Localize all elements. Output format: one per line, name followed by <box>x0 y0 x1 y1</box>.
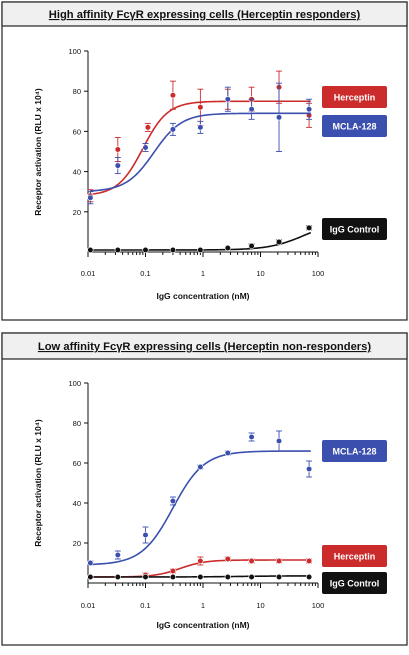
x-tick-label: 1 <box>201 601 205 610</box>
data-point <box>144 124 151 131</box>
series-label-pill <box>322 115 387 137</box>
series-label-pill <box>322 86 387 108</box>
data-point <box>305 557 313 565</box>
y-tick-label: 80 <box>73 419 81 428</box>
series-label: MCLA-128 <box>332 447 376 457</box>
series-igg-control: IgG Control <box>87 572 387 594</box>
data-point <box>197 124 204 131</box>
data-point <box>169 497 177 505</box>
data-point <box>87 194 94 201</box>
series-label-pill <box>322 545 387 567</box>
series-label-pill <box>322 572 387 594</box>
data-point <box>275 573 283 581</box>
x-tick-label: 1 <box>201 269 205 278</box>
data-point <box>197 573 204 581</box>
x-tick-label: 10 <box>256 269 264 278</box>
data-point <box>197 246 204 254</box>
data-point <box>275 437 283 445</box>
y-axis-label: Receptor activation (RLU x 10⁴) <box>33 419 43 547</box>
data-point <box>114 146 121 153</box>
data-point <box>224 449 231 457</box>
data-point <box>142 246 149 254</box>
x-axis-label: IgG concentration (nM) <box>156 291 249 301</box>
data-point <box>224 555 231 563</box>
data-point <box>248 242 255 250</box>
data-point <box>142 531 149 539</box>
data-point <box>305 465 313 473</box>
series-label: MCLA-128 <box>332 122 376 132</box>
x-tick-label: 0.01 <box>81 601 96 610</box>
y-tick-label: 80 <box>73 87 81 96</box>
data-point <box>224 573 231 581</box>
x-axis-label: IgG concentration (nM) <box>156 620 249 630</box>
panel-frame <box>1 1 408 321</box>
series-label: IgG Control <box>330 579 380 589</box>
data-point <box>224 96 231 103</box>
y-tick-label: 100 <box>68 379 81 388</box>
x-tick-label: 0.01 <box>81 269 96 278</box>
data-point <box>169 92 177 99</box>
x-tick-label: 0.1 <box>140 269 150 278</box>
panel-frame <box>1 332 408 646</box>
data-point <box>197 104 204 111</box>
x-tick-label: 10 <box>256 601 264 610</box>
data-point <box>87 559 94 567</box>
panel-title-bar <box>1 1 408 27</box>
data-point <box>305 224 313 231</box>
series-label: IgG Control <box>330 225 380 235</box>
data-point <box>114 162 121 169</box>
chart-title: Low affinity FcγR expressing cells (Herc… <box>38 341 371 353</box>
x-tick-label: 100 <box>312 269 325 278</box>
data-point <box>142 144 149 151</box>
x-tick-label: 0.1 <box>140 601 150 610</box>
panel-title-bar <box>1 332 408 360</box>
series-label-pill <box>322 218 387 240</box>
series-label: Herceptin <box>334 552 376 562</box>
data-point <box>87 573 94 581</box>
data-point <box>142 573 149 581</box>
fit-curve <box>90 112 311 192</box>
data-point <box>224 244 231 252</box>
data-point <box>114 551 121 559</box>
series-mcla-128: MCLA-128 <box>87 430 387 567</box>
data-point <box>197 557 204 565</box>
series-igg-control: IgG Control <box>87 218 387 254</box>
data-point <box>275 114 283 121</box>
series-label: Herceptin <box>334 93 376 103</box>
chart-panel-0: High affinity FcγR expressing cells (Her… <box>1 1 408 321</box>
data-point <box>87 246 94 254</box>
series-label-pill <box>322 440 387 462</box>
series-mcla-128: MCLA-128 <box>87 82 387 205</box>
y-tick-label: 60 <box>73 459 81 468</box>
y-tick-label: 40 <box>73 168 81 177</box>
data-point <box>114 573 121 581</box>
data-point <box>169 567 177 575</box>
data-point <box>248 573 255 581</box>
y-tick-label: 20 <box>73 539 81 548</box>
data-point <box>275 557 283 565</box>
data-point <box>248 106 255 113</box>
y-tick-label: 40 <box>73 499 81 508</box>
data-point <box>169 126 177 133</box>
chart-title: High affinity FcγR expressing cells (Her… <box>49 9 361 21</box>
data-point <box>305 573 313 581</box>
x-tick-label: 100 <box>312 601 325 610</box>
data-point <box>275 238 283 246</box>
y-tick-label: 100 <box>68 47 81 56</box>
data-point <box>114 246 121 254</box>
y-tick-label: 60 <box>73 127 81 136</box>
data-point <box>169 573 177 581</box>
data-point <box>169 246 177 254</box>
y-tick-label: 20 <box>73 208 81 217</box>
chart-panel-1: Low affinity FcγR expressing cells (Herc… <box>1 332 408 646</box>
data-point <box>197 463 204 471</box>
data-point <box>248 433 255 441</box>
y-axis-label: Receptor activation (RLU x 10⁴) <box>33 88 43 216</box>
data-point <box>305 106 313 113</box>
data-point <box>248 557 255 565</box>
